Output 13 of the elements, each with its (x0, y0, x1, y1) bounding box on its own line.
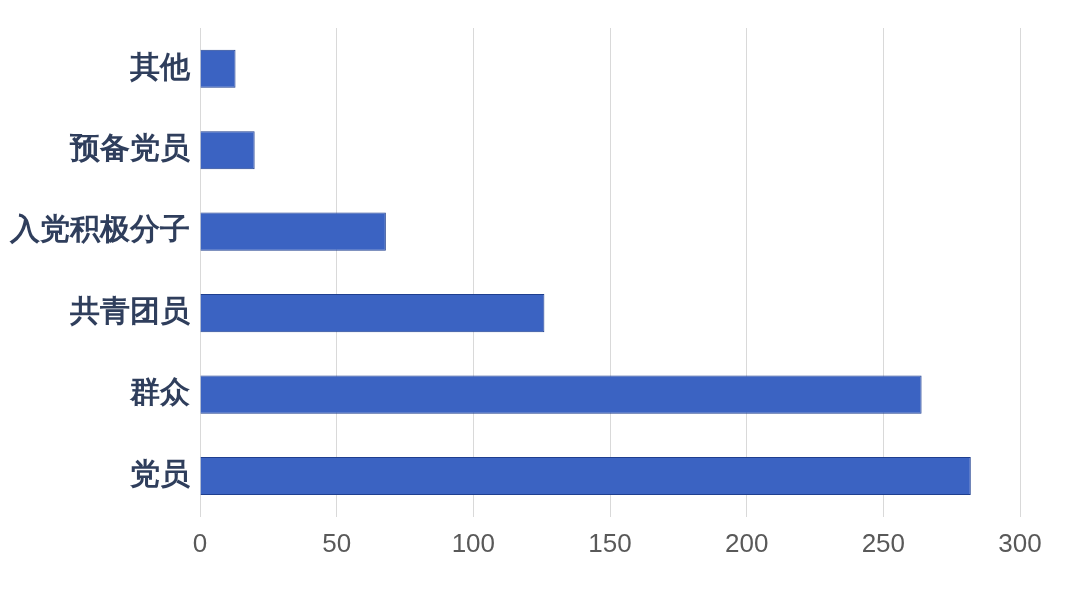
y-tick-label: 共青团员 (69, 292, 191, 328)
x-tick-label: 150 (588, 527, 632, 558)
y-tick-label: 党员 (129, 455, 191, 491)
x-tick-label: 300 (998, 527, 1042, 558)
y-tick-label: 群众 (129, 374, 190, 410)
x-tick-label: 200 (724, 527, 769, 558)
x-tick-label: 0 (192, 527, 208, 558)
x-tick-label: 100 (451, 527, 496, 558)
y-tick-label: 入党积极分子 (9, 211, 190, 247)
x-tick-label: 250 (861, 527, 906, 558)
x-tick-label: 50 (322, 527, 352, 558)
y-tick-label: 预备党员 (69, 130, 191, 165)
y-tick-label: 其他 (129, 48, 191, 84)
